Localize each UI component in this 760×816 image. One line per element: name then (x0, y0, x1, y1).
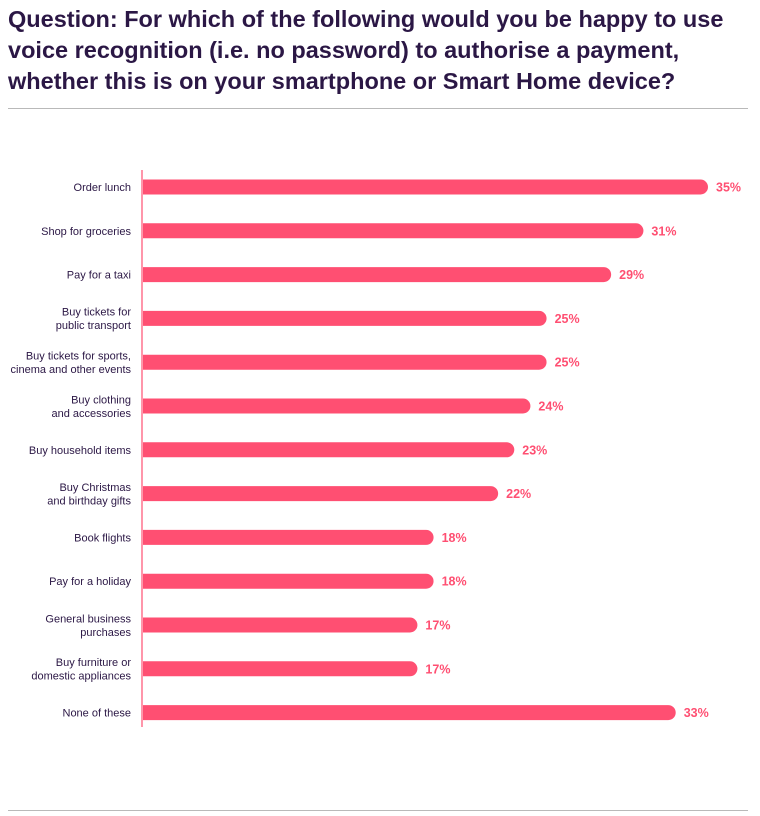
category-label: Buy Christmas and birthday gifts (47, 482, 131, 508)
category-label-line: Shop for groceries (41, 226, 131, 238)
value-label: 33% (684, 706, 709, 720)
value-label: 25% (555, 312, 580, 326)
question-title: Question: For which of the following wou… (8, 6, 724, 94)
category-label-line: Buy household items (29, 445, 132, 457)
category-label-line: General business (45, 613, 131, 625)
category-label: None of these (63, 708, 132, 720)
bar (143, 310, 547, 326)
category-label: Pay for a taxi (67, 270, 131, 282)
category-label-line: and birthday gifts (47, 495, 131, 507)
category-label: General business purchases (45, 613, 131, 639)
bar (143, 179, 708, 195)
category-label-line: Pay for a holiday (49, 576, 131, 588)
category-label: Buy furniture or domestic appliances (31, 657, 131, 683)
category-label: Buy household items (29, 445, 132, 457)
bar (143, 486, 499, 502)
bar (143, 661, 418, 677)
category-label-line: Buy tickets for sports, (26, 350, 131, 362)
category-label: Book flights (74, 532, 131, 544)
category-label-line: and accessories (52, 408, 132, 420)
category-label-line: purchases (80, 627, 131, 639)
value-label: 22% (506, 487, 531, 501)
category-label: Buy clothing and accessories (52, 394, 132, 420)
category-label: Order lunch (74, 182, 131, 194)
category-label-line: domestic appliances (31, 671, 131, 683)
category-label-line: Buy Christmas (59, 482, 131, 494)
category-label-line: public transport (56, 320, 131, 332)
bottom-divider (8, 810, 748, 811)
value-label: 25% (555, 356, 580, 370)
value-label: 23% (522, 443, 547, 457)
value-label: 35% (716, 181, 741, 195)
bar (143, 398, 531, 414)
category-label-line: Buy clothing (71, 394, 131, 406)
category-label-line: Buy furniture or (56, 657, 132, 669)
bar (143, 354, 547, 370)
bar (143, 573, 434, 589)
labels-group: 35% Order lunch 31% Shop for groceries 29% Pa… (11, 181, 742, 721)
top-divider (8, 108, 748, 109)
category-label: Buy tickets for sports, cinema and other … (11, 350, 132, 376)
value-label: 18% (442, 575, 467, 589)
bar (143, 223, 644, 239)
bar (143, 442, 515, 458)
value-label: 17% (425, 662, 450, 676)
category-label: Shop for groceries (41, 226, 131, 238)
category-label-line: Buy tickets for (62, 307, 131, 319)
bars-group (143, 179, 708, 721)
category-label-line: None of these (63, 708, 132, 720)
value-label: 29% (619, 268, 644, 282)
bar (143, 705, 676, 721)
category-label: Buy tickets for public transport (56, 307, 132, 333)
category-label-line: Order lunch (74, 182, 131, 194)
category-label: Pay for a holiday (49, 576, 131, 588)
value-label: 17% (425, 619, 450, 633)
bar (143, 529, 434, 545)
value-label: 24% (538, 400, 563, 414)
value-label: 31% (651, 224, 676, 238)
bar (143, 617, 418, 633)
value-label: 18% (442, 531, 467, 545)
category-label-line: Pay for a taxi (67, 270, 131, 282)
category-label-line: cinema and other events (11, 364, 132, 376)
bar (143, 267, 612, 283)
category-label-line: Book flights (74, 532, 131, 544)
